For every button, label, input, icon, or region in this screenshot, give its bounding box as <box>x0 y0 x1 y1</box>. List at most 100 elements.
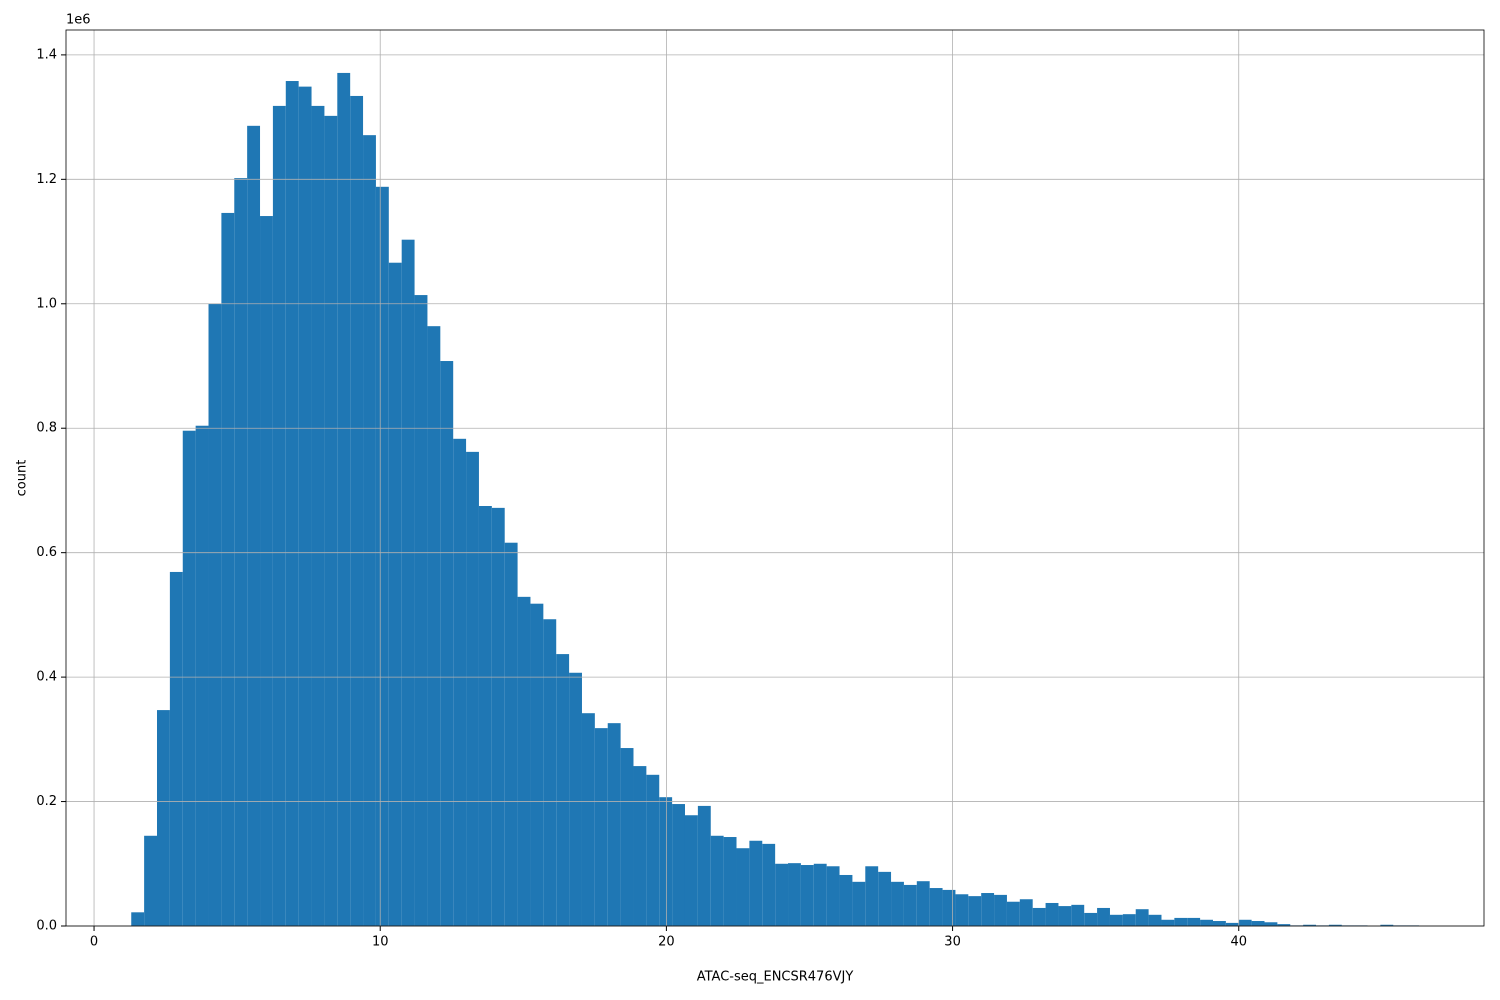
bar <box>1071 904 1085 926</box>
bar <box>697 805 711 926</box>
bar <box>1303 924 1317 926</box>
bar <box>800 865 814 926</box>
bar <box>1328 924 1342 926</box>
bar <box>942 889 956 926</box>
bar <box>813 863 827 926</box>
bar <box>569 672 582 926</box>
bar <box>401 239 415 926</box>
bar <box>594 728 608 926</box>
bar <box>1122 914 1136 926</box>
bar <box>1019 899 1033 926</box>
bar <box>1109 914 1123 926</box>
bar <box>530 603 544 926</box>
bar <box>646 774 660 926</box>
bar <box>388 262 402 926</box>
bar <box>144 835 158 926</box>
bar <box>929 888 943 926</box>
bar <box>1212 921 1226 926</box>
bar <box>1084 912 1098 926</box>
y-tick-label: 1.0 <box>36 296 57 311</box>
y-axis-label: count <box>15 460 30 497</box>
x-tick-label: 0 <box>90 935 98 950</box>
x-tick-label: 20 <box>658 935 675 950</box>
bar <box>157 710 170 926</box>
y-tick-label: 0.4 <box>36 670 57 685</box>
bar <box>440 361 454 926</box>
bar <box>375 186 389 927</box>
bar <box>1174 917 1188 926</box>
bar <box>891 881 904 926</box>
bar <box>478 506 492 926</box>
bar <box>131 912 145 926</box>
bar <box>1251 921 1265 926</box>
bar <box>775 863 789 926</box>
bar <box>1058 906 1072 926</box>
bar <box>1148 914 1162 926</box>
y-tick-label: 1.2 <box>36 172 57 187</box>
bar <box>672 804 685 926</box>
y-tick-label: 0.8 <box>36 421 57 436</box>
bar <box>1161 919 1175 926</box>
bar <box>581 713 595 926</box>
bar <box>981 893 995 926</box>
bar <box>968 896 982 926</box>
bar <box>208 303 222 926</box>
y-tick-label: 0.6 <box>36 545 57 560</box>
x-tick-label: 10 <box>372 935 389 950</box>
bar <box>1187 917 1201 926</box>
bar <box>620 748 634 926</box>
bar <box>762 843 776 926</box>
bar <box>749 840 763 926</box>
bar <box>607 723 621 926</box>
bar <box>1097 907 1110 926</box>
bar <box>556 654 570 926</box>
bar <box>427 326 441 927</box>
bar <box>865 866 879 926</box>
bar <box>1238 919 1252 926</box>
bar <box>260 216 273 927</box>
bar <box>324 115 338 926</box>
x-axis-label: ATAC-seq_ENCSR476VJY <box>697 970 854 985</box>
bar <box>839 874 853 926</box>
bar <box>1045 902 1059 926</box>
bar <box>363 135 376 927</box>
bar <box>169 571 183 926</box>
y-tick-label: 0.0 <box>36 919 57 934</box>
bar <box>247 125 261 927</box>
bar <box>311 105 325 926</box>
bar <box>504 542 518 926</box>
bar <box>903 884 917 926</box>
bar <box>1200 919 1213 926</box>
x-tick-label: 40 <box>1230 935 1247 950</box>
bar <box>195 425 209 926</box>
y-tick-label: 0.2 <box>36 794 57 809</box>
bar <box>1380 924 1394 926</box>
bar <box>466 451 479 926</box>
bar <box>285 81 299 927</box>
x-tick-label: 30 <box>944 935 961 950</box>
bar <box>221 212 235 926</box>
bar <box>1264 922 1278 926</box>
bar <box>1225 922 1239 926</box>
bar <box>234 178 248 927</box>
bar <box>1032 907 1046 926</box>
bar <box>710 835 724 926</box>
bar <box>337 72 351 926</box>
bar <box>633 766 647 926</box>
bar <box>955 894 969 926</box>
y-tick-label: 1.4 <box>36 47 57 62</box>
bar <box>414 295 428 927</box>
bar <box>272 105 286 926</box>
bar <box>543 619 557 926</box>
plot-frame <box>65 29 1485 927</box>
bar <box>453 438 467 926</box>
bar <box>517 596 531 926</box>
bar <box>878 871 892 926</box>
bar <box>826 866 840 926</box>
bar <box>684 815 698 926</box>
bar <box>491 507 505 926</box>
bar <box>994 894 1007 926</box>
bar <box>736 848 750 926</box>
bar <box>1006 901 1020 926</box>
